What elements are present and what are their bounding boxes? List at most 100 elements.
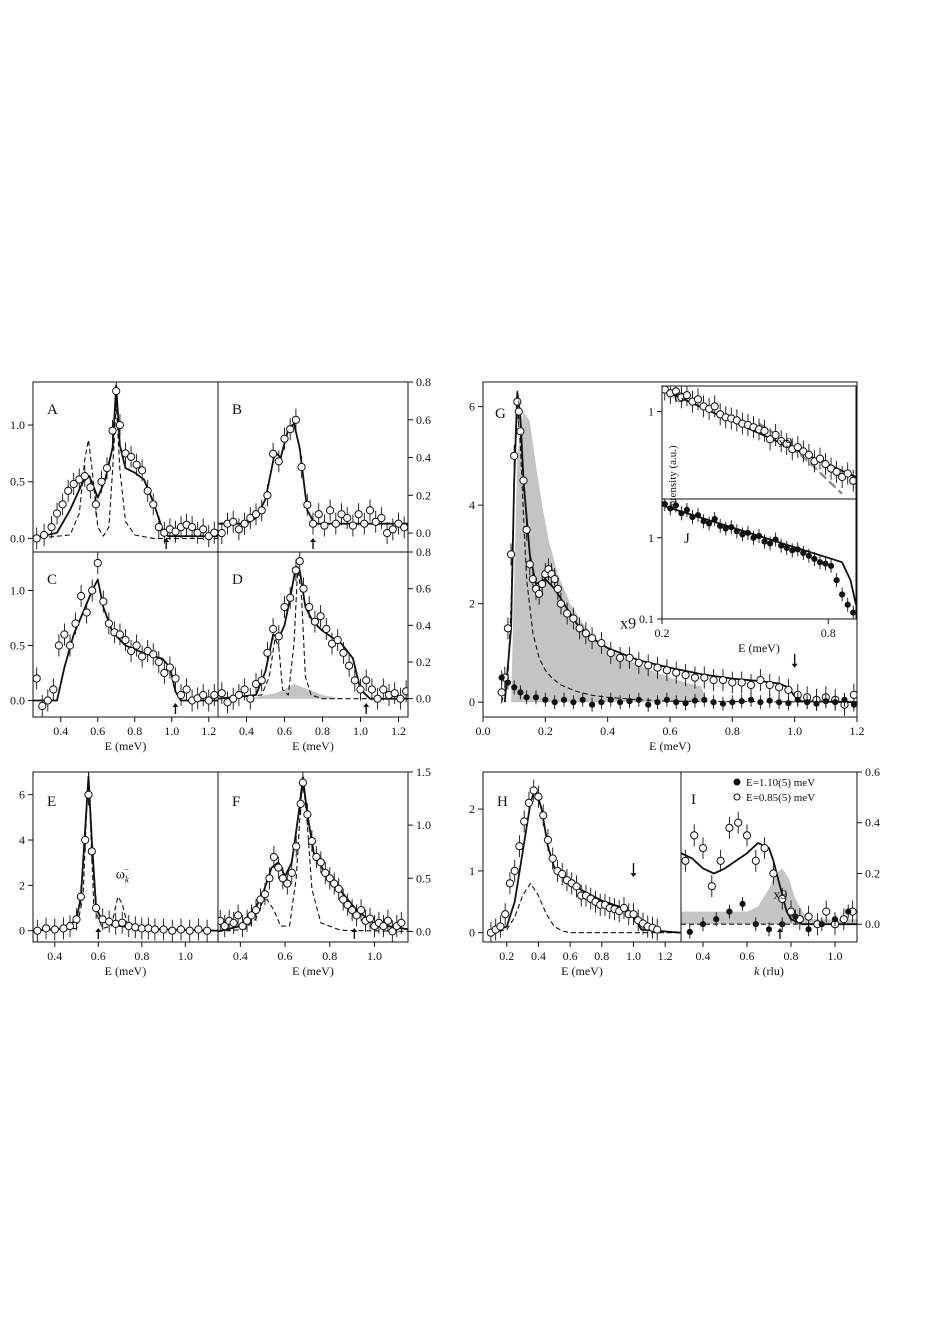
data-point-open <box>597 639 606 648</box>
data-point-open <box>556 599 566 608</box>
data-point-open <box>379 922 388 931</box>
data-point-open <box>348 521 357 530</box>
x-tick-label: 0.4 <box>696 949 711 963</box>
panel-label: G <box>674 390 685 406</box>
data-point-open <box>681 856 690 865</box>
data-point-open <box>234 690 243 700</box>
plot-area <box>681 811 857 939</box>
data-point-open <box>292 842 301 851</box>
data-point-open <box>644 661 653 670</box>
data-point-open <box>274 863 283 872</box>
data-point-open <box>42 924 51 933</box>
data-point-open <box>64 486 73 495</box>
data-point-open <box>278 874 287 883</box>
data-point-open <box>229 517 238 526</box>
data-point-filled <box>778 542 785 549</box>
data-point-open <box>40 530 49 540</box>
data-point-open <box>765 680 774 690</box>
data-point-open <box>138 652 147 661</box>
data-point-open <box>84 790 93 799</box>
panel-i: 0.0 0.2 0.4 0.6 0.4 0.6 0.8 1.0 k (rlu) Ix9 E=1.10… <box>680 765 880 978</box>
data-point-open <box>144 924 153 933</box>
data-point-open <box>756 676 765 685</box>
data-point-open <box>269 624 278 634</box>
data-point-open <box>121 635 130 645</box>
data-point-open <box>339 895 348 904</box>
data-point-open <box>97 477 106 486</box>
data-point-open <box>80 472 89 481</box>
data-point-open <box>707 882 716 891</box>
data-point-open <box>769 869 778 878</box>
data-point-open <box>81 835 90 845</box>
data-point-filled <box>804 699 811 706</box>
y-tick-label: 0.0 <box>10 694 25 708</box>
data-point-open <box>251 906 261 915</box>
data-point-open <box>307 837 316 846</box>
data-point-open <box>718 676 728 685</box>
data-point-open <box>33 926 42 935</box>
y-tick-label: 0 <box>469 695 475 709</box>
data-point-open <box>356 685 365 694</box>
data-point-filled <box>744 529 752 536</box>
plot-frame <box>661 498 857 620</box>
data-point-filled <box>719 700 727 707</box>
data-point-open <box>60 630 69 639</box>
y-tick-label: 2 <box>469 597 475 611</box>
x-axis-label: E (meV) <box>561 964 603 978</box>
data-point-open <box>327 639 337 648</box>
data-point-open <box>287 868 296 878</box>
data-point-open <box>286 593 295 602</box>
data-point-open <box>510 866 519 876</box>
data-point-open <box>581 629 591 638</box>
dashed-curve <box>33 401 218 539</box>
data-point-open <box>360 519 369 528</box>
data-point-open <box>149 650 158 659</box>
panel-g-inset: 1 Intensity (a.u.) Gx9 <box>648 385 857 510</box>
data-point-open <box>331 519 340 528</box>
arrow-head <box>777 928 783 932</box>
data-point-open <box>69 479 78 489</box>
data-point-open <box>775 683 784 692</box>
plot-frame <box>680 771 858 943</box>
y-tick-label: 0.4 <box>416 618 431 632</box>
x-tick-label: 0.8 <box>322 949 337 963</box>
data-point-filled <box>617 699 624 706</box>
data-point-filled <box>560 696 568 703</box>
data-point-open <box>171 527 180 536</box>
data-point-open <box>507 550 516 559</box>
data-point-open <box>131 923 140 932</box>
x-tick-label: 0.4 <box>600 724 615 738</box>
data-point-filled <box>739 900 746 908</box>
data-point-filled <box>779 921 786 928</box>
x-tick-label: 1.0 <box>367 949 382 963</box>
x-axis-label: E (meV) <box>292 964 334 978</box>
data-point-open <box>379 685 388 694</box>
data-point-filled <box>761 538 768 545</box>
plot-area <box>662 386 856 495</box>
plot-area <box>33 382 218 550</box>
data-point-open <box>104 619 114 628</box>
data-point-filled <box>805 552 813 559</box>
dashed-curve <box>501 406 857 703</box>
x-tick-label: 0.8 <box>725 724 740 738</box>
y-tick-label: 1.0 <box>10 418 25 432</box>
data-point-filled <box>498 674 505 681</box>
data-point-open <box>572 882 581 891</box>
data-point-filled <box>662 500 668 508</box>
legend-label: E=1.10(5) meV <box>746 777 815 789</box>
data-point-open <box>334 884 343 894</box>
data-point-open <box>303 500 312 509</box>
data-point-open <box>150 925 159 934</box>
data-point-open <box>728 678 737 687</box>
data-point-open <box>204 696 213 705</box>
data-point-filled <box>682 700 689 707</box>
data-point-filled <box>765 926 773 933</box>
x-tick-label: 0.8 <box>594 949 609 963</box>
data-point-filled <box>589 701 596 708</box>
data-point-open <box>298 778 307 787</box>
data-point-open <box>210 528 218 537</box>
data-point-open <box>672 668 681 677</box>
data-point-open <box>92 903 101 913</box>
data-point-open <box>176 925 186 934</box>
plot-area <box>662 499 856 619</box>
